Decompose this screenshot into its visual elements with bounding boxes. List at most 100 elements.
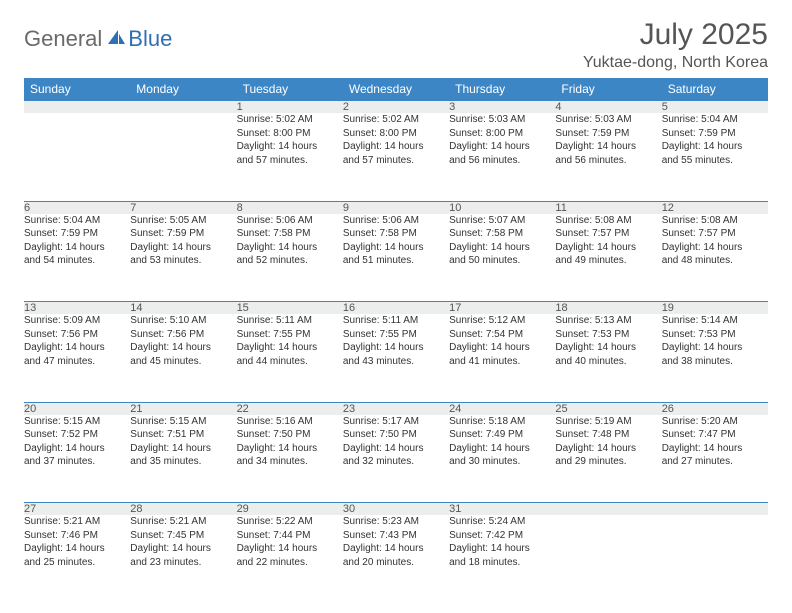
day-number-cell: 23	[343, 402, 449, 415]
daylight-text-1: Daylight: 14 hours	[237, 341, 343, 355]
daylight-text-1: Daylight: 14 hours	[555, 341, 661, 355]
daylight-text-2: and 53 minutes.	[130, 254, 236, 268]
daylight-text-2: and 57 minutes.	[237, 154, 343, 168]
day-content-cell: Sunrise: 5:12 AMSunset: 7:54 PMDaylight:…	[449, 314, 555, 402]
day-number-cell: 17	[449, 302, 555, 315]
day-number-cell: 29	[237, 503, 343, 516]
daylight-text-1: Daylight: 14 hours	[662, 341, 768, 355]
sunset-text: Sunset: 7:58 PM	[237, 227, 343, 241]
sunset-text: Sunset: 7:59 PM	[130, 227, 236, 241]
day-content-cell: Sunrise: 5:21 AMSunset: 7:45 PMDaylight:…	[130, 515, 236, 603]
sunrise-text: Sunrise: 5:18 AM	[449, 415, 555, 429]
daylight-text-2: and 48 minutes.	[662, 254, 768, 268]
day-number-cell: 30	[343, 503, 449, 516]
weekday-monday: Monday	[130, 78, 236, 101]
day-content-cell: Sunrise: 5:15 AMSunset: 7:51 PMDaylight:…	[130, 415, 236, 503]
day-content-cell: Sunrise: 5:02 AMSunset: 8:00 PMDaylight:…	[237, 113, 343, 201]
daylight-text-1: Daylight: 14 hours	[662, 140, 768, 154]
sunset-text: Sunset: 7:55 PM	[343, 328, 449, 342]
day-content-cell	[662, 515, 768, 603]
daylight-text-2: and 57 minutes.	[343, 154, 449, 168]
sunset-text: Sunset: 7:58 PM	[449, 227, 555, 241]
day-content-cell: Sunrise: 5:03 AMSunset: 8:00 PMDaylight:…	[449, 113, 555, 201]
day-content-cell: Sunrise: 5:19 AMSunset: 7:48 PMDaylight:…	[555, 415, 661, 503]
day-number-cell: 13	[24, 302, 130, 315]
sunset-text: Sunset: 7:58 PM	[343, 227, 449, 241]
sunset-text: Sunset: 7:43 PM	[343, 529, 449, 543]
day-content-cell	[24, 113, 130, 201]
day-content-cell: Sunrise: 5:16 AMSunset: 7:50 PMDaylight:…	[237, 415, 343, 503]
day-content-cell: Sunrise: 5:22 AMSunset: 7:44 PMDaylight:…	[237, 515, 343, 603]
daylight-text-1: Daylight: 14 hours	[24, 241, 130, 255]
daylight-text-2: and 45 minutes.	[130, 355, 236, 369]
day-content-cell: Sunrise: 5:15 AMSunset: 7:52 PMDaylight:…	[24, 415, 130, 503]
daylight-text-1: Daylight: 14 hours	[130, 341, 236, 355]
sunset-text: Sunset: 7:51 PM	[130, 428, 236, 442]
daylight-text-1: Daylight: 14 hours	[343, 341, 449, 355]
day-number-row: 20212223242526	[24, 402, 768, 415]
daylight-text-1: Daylight: 14 hours	[130, 241, 236, 255]
daylight-text-2: and 49 minutes.	[555, 254, 661, 268]
day-content-cell: Sunrise: 5:08 AMSunset: 7:57 PMDaylight:…	[555, 214, 661, 302]
daylight-text-1: Daylight: 14 hours	[343, 140, 449, 154]
daylight-text-2: and 40 minutes.	[555, 355, 661, 369]
day-content-cell: Sunrise: 5:11 AMSunset: 7:55 PMDaylight:…	[237, 314, 343, 402]
day-number-cell: 28	[130, 503, 236, 516]
day-content-cell: Sunrise: 5:17 AMSunset: 7:50 PMDaylight:…	[343, 415, 449, 503]
sunset-text: Sunset: 7:57 PM	[555, 227, 661, 241]
location-label: Yuktae-dong, North Korea	[583, 54, 768, 72]
sunset-text: Sunset: 7:47 PM	[662, 428, 768, 442]
day-number-cell: 31	[449, 503, 555, 516]
day-content-cell: Sunrise: 5:11 AMSunset: 7:55 PMDaylight:…	[343, 314, 449, 402]
day-content-cell	[555, 515, 661, 603]
daylight-text-2: and 35 minutes.	[130, 455, 236, 469]
logo-sail-icon	[106, 28, 126, 51]
day-number-cell: 3	[449, 101, 555, 114]
daylight-text-1: Daylight: 14 hours	[662, 241, 768, 255]
calendar-table: Sunday Monday Tuesday Wednesday Thursday…	[24, 78, 768, 603]
sunrise-text: Sunrise: 5:07 AM	[449, 214, 555, 228]
sunset-text: Sunset: 7:59 PM	[24, 227, 130, 241]
sunrise-text: Sunrise: 5:19 AM	[555, 415, 661, 429]
sunrise-text: Sunrise: 5:03 AM	[449, 113, 555, 127]
title-block: July 2025 Yuktae-dong, North Korea	[583, 18, 768, 72]
sunrise-text: Sunrise: 5:13 AM	[555, 314, 661, 328]
sunrise-text: Sunrise: 5:20 AM	[662, 415, 768, 429]
daylight-text-2: and 55 minutes.	[662, 154, 768, 168]
daylight-text-1: Daylight: 14 hours	[449, 341, 555, 355]
day-number-cell: 12	[662, 201, 768, 214]
sunset-text: Sunset: 7:57 PM	[662, 227, 768, 241]
sunset-text: Sunset: 8:00 PM	[449, 127, 555, 141]
day-number-cell: 10	[449, 201, 555, 214]
daylight-text-2: and 20 minutes.	[343, 556, 449, 570]
day-content-cell: Sunrise: 5:23 AMSunset: 7:43 PMDaylight:…	[343, 515, 449, 603]
daylight-text-2: and 52 minutes.	[237, 254, 343, 268]
day-content-cell: Sunrise: 5:24 AMSunset: 7:42 PMDaylight:…	[449, 515, 555, 603]
sunset-text: Sunset: 7:55 PM	[237, 328, 343, 342]
day-number-cell: 27	[24, 503, 130, 516]
daylight-text-1: Daylight: 14 hours	[237, 542, 343, 556]
sunrise-text: Sunrise: 5:04 AM	[662, 113, 768, 127]
day-content-row: Sunrise: 5:04 AMSunset: 7:59 PMDaylight:…	[24, 214, 768, 302]
daylight-text-2: and 51 minutes.	[343, 254, 449, 268]
sunrise-text: Sunrise: 5:24 AM	[449, 515, 555, 529]
sunset-text: Sunset: 8:00 PM	[343, 127, 449, 141]
daylight-text-1: Daylight: 14 hours	[449, 241, 555, 255]
sunset-text: Sunset: 7:50 PM	[343, 428, 449, 442]
day-number-cell: 20	[24, 402, 130, 415]
daylight-text-2: and 22 minutes.	[237, 556, 343, 570]
day-content-row: Sunrise: 5:15 AMSunset: 7:52 PMDaylight:…	[24, 415, 768, 503]
day-number-cell: 26	[662, 402, 768, 415]
sunrise-text: Sunrise: 5:14 AM	[662, 314, 768, 328]
day-number-cell: 21	[130, 402, 236, 415]
sunset-text: Sunset: 7:56 PM	[24, 328, 130, 342]
day-content-cell: Sunrise: 5:10 AMSunset: 7:56 PMDaylight:…	[130, 314, 236, 402]
daylight-text-1: Daylight: 14 hours	[555, 241, 661, 255]
day-number-row: 13141516171819	[24, 302, 768, 315]
day-content-row: Sunrise: 5:09 AMSunset: 7:56 PMDaylight:…	[24, 314, 768, 402]
daylight-text-2: and 30 minutes.	[449, 455, 555, 469]
daylight-text-1: Daylight: 14 hours	[237, 442, 343, 456]
daylight-text-1: Daylight: 14 hours	[237, 241, 343, 255]
day-number-cell: 2	[343, 101, 449, 114]
daylight-text-2: and 18 minutes.	[449, 556, 555, 570]
